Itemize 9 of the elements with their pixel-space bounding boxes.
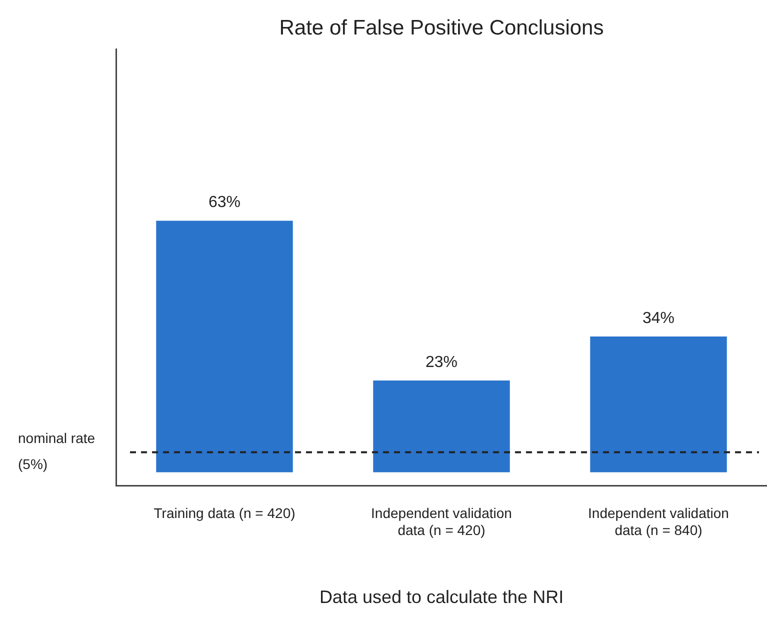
x-tick-label: Training data (n = 420): [154, 505, 296, 522]
data-label: 63%: [208, 194, 241, 212]
x-tick-label: Independent validation data (n = 840): [588, 505, 729, 538]
x-tick-label: Independent validation data (n = 420): [371, 505, 512, 538]
data-label: 23%: [425, 354, 458, 371]
ref-line-label: nominal rate (5%): [18, 430, 96, 472]
chart-title: Rate of False Positive Conclusions: [279, 16, 604, 40]
x-axis-title: Data used to calculate the NRI: [319, 587, 564, 608]
data-label: 34%: [642, 310, 675, 327]
